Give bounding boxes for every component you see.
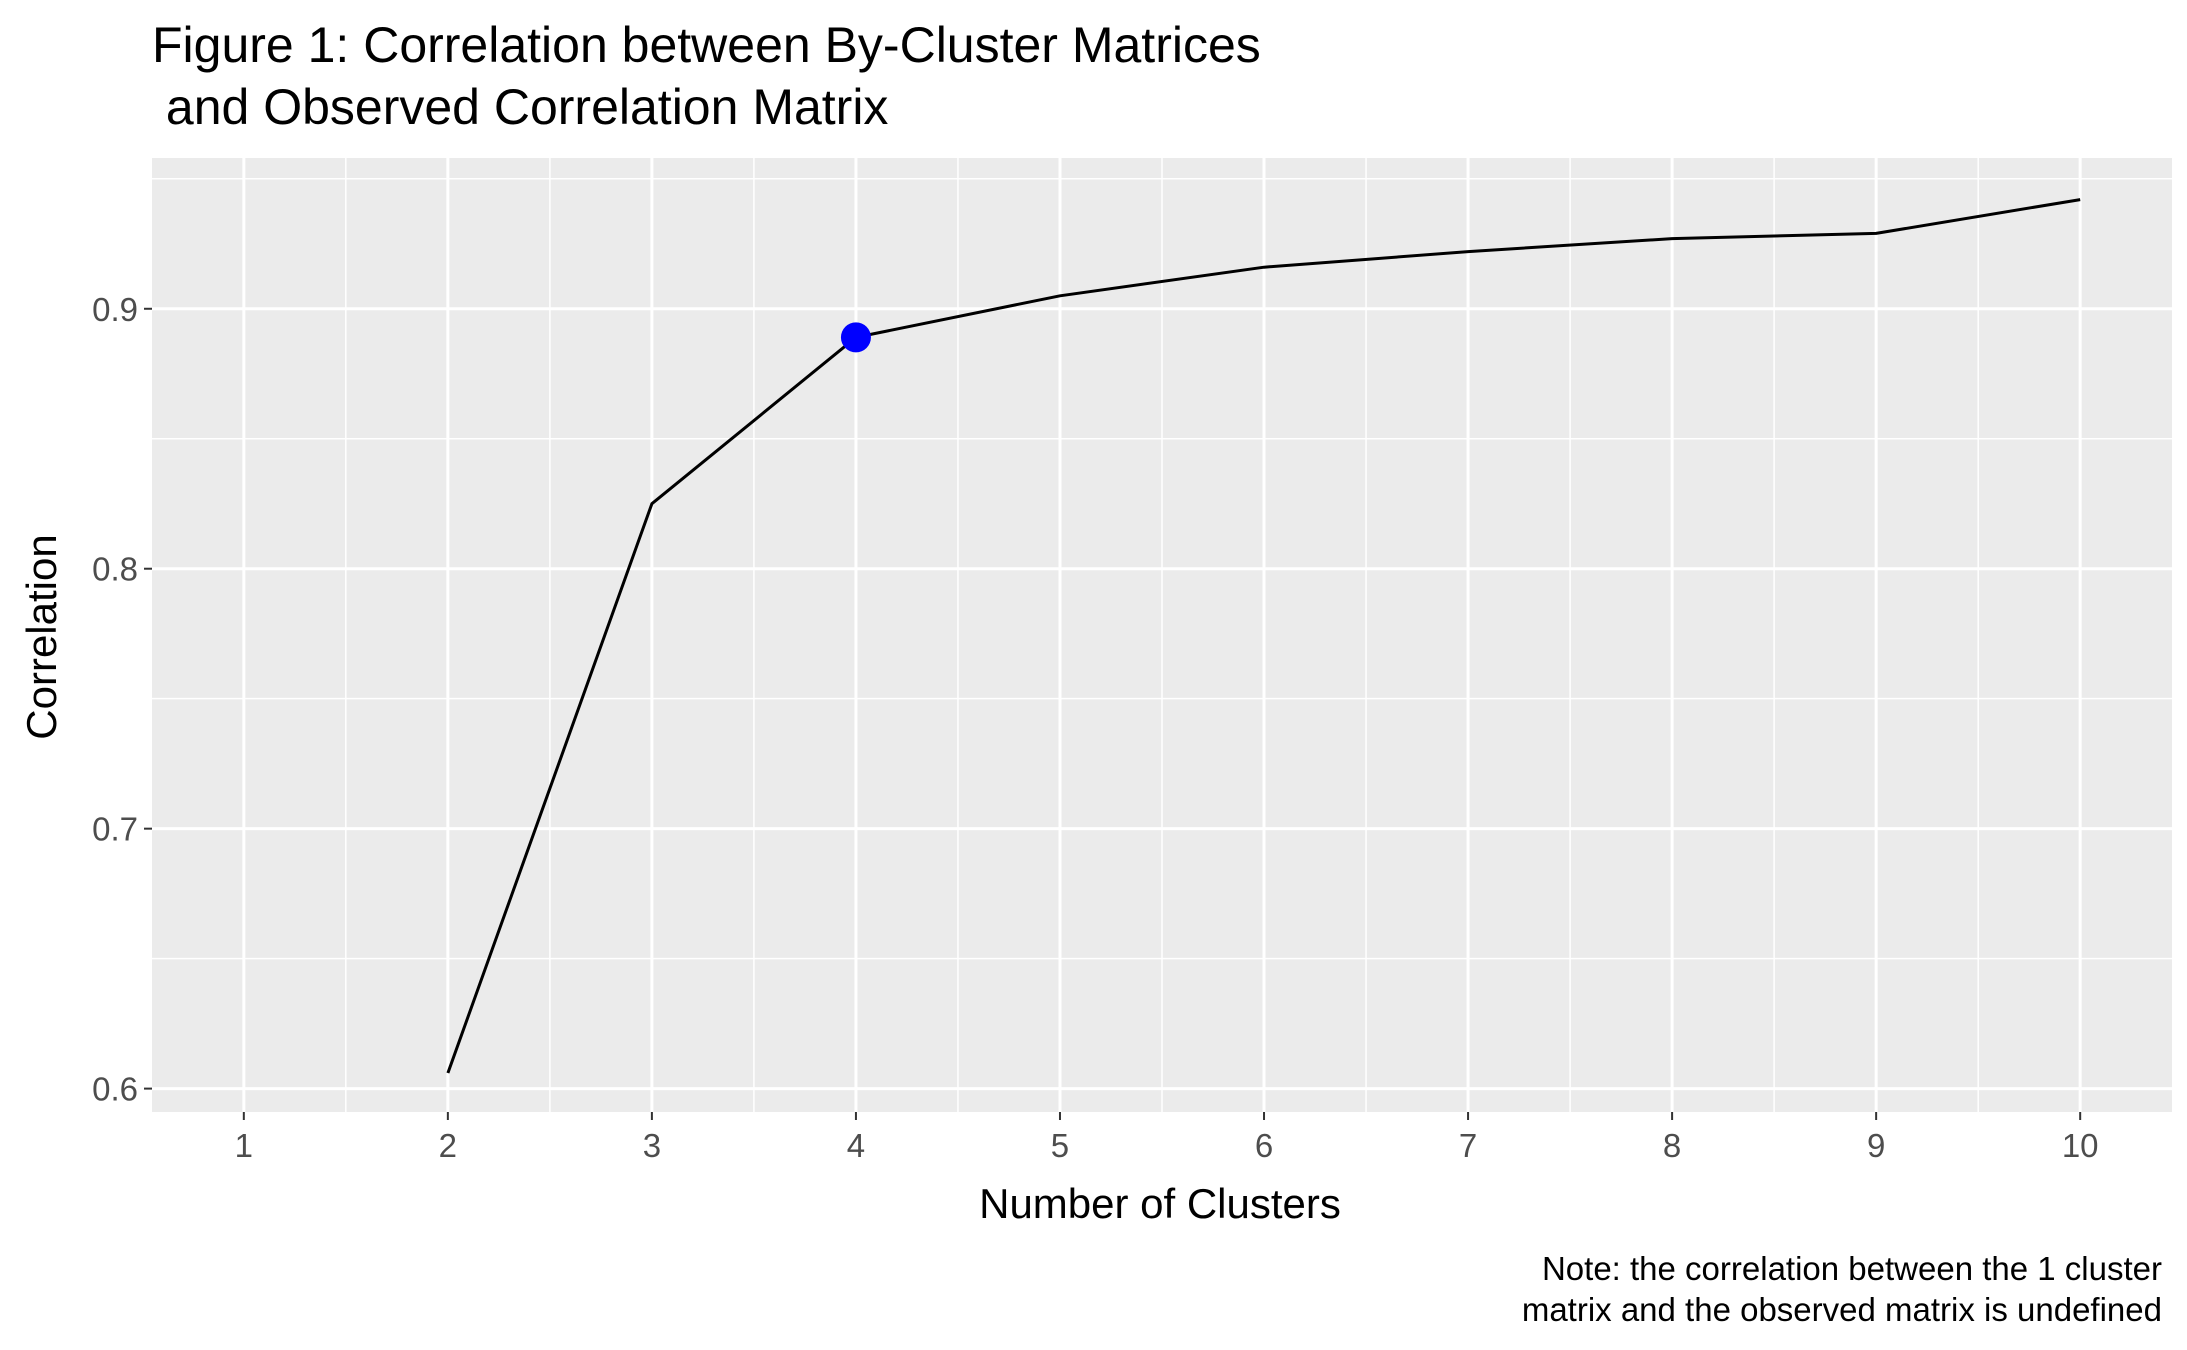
x-tick-label: 4: [847, 1127, 865, 1164]
x-tick-label: 8: [1663, 1127, 1681, 1164]
x-tick-label: 2: [439, 1127, 457, 1164]
y-tick-label: 0.6: [92, 1071, 138, 1108]
x-axis-title: Number of Clusters: [979, 1180, 1341, 1227]
chart-title-line-2: and Observed Correlation Matrix: [152, 79, 888, 135]
x-tick-label: 6: [1255, 1127, 1273, 1164]
y-axis: 0.6 0.7 0.8 0.9: [92, 291, 152, 1108]
x-tick-label: 9: [1867, 1127, 1885, 1164]
x-tick-label: 5: [1051, 1127, 1069, 1164]
caption-line-1: Note: the correlation between the 1 clus…: [1542, 1250, 2162, 1287]
chart-title: Figure 1: Correlation between By-Cluster…: [152, 17, 1261, 135]
x-tick-label: 10: [2062, 1127, 2099, 1164]
chart-title-line-1: Figure 1: Correlation between By-Cluster…: [152, 17, 1261, 73]
y-axis-title: Correlation: [18, 534, 65, 739]
x-axis: 1 2 3 4 5 6 7 8 9 10: [235, 1112, 2099, 1164]
x-tick-label: 3: [643, 1127, 661, 1164]
y-tick-label: 0.9: [92, 291, 138, 328]
y-tick-label: 0.7: [92, 811, 138, 848]
highlight-point: [840, 322, 871, 353]
plot-panel: [152, 158, 2172, 1112]
x-tick-label: 1: [235, 1127, 253, 1164]
series-line: [446, 198, 2081, 1074]
caption-line-2: matrix and the observed matrix is undefi…: [1522, 1291, 2162, 1328]
x-tick-label: 7: [1459, 1127, 1477, 1164]
chart-caption: Note: the correlation between the 1 clus…: [1522, 1250, 2162, 1328]
y-tick-label: 0.8: [92, 551, 138, 588]
